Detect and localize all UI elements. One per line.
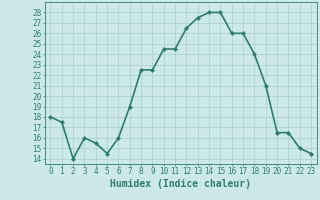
X-axis label: Humidex (Indice chaleur): Humidex (Indice chaleur) — [110, 179, 251, 189]
